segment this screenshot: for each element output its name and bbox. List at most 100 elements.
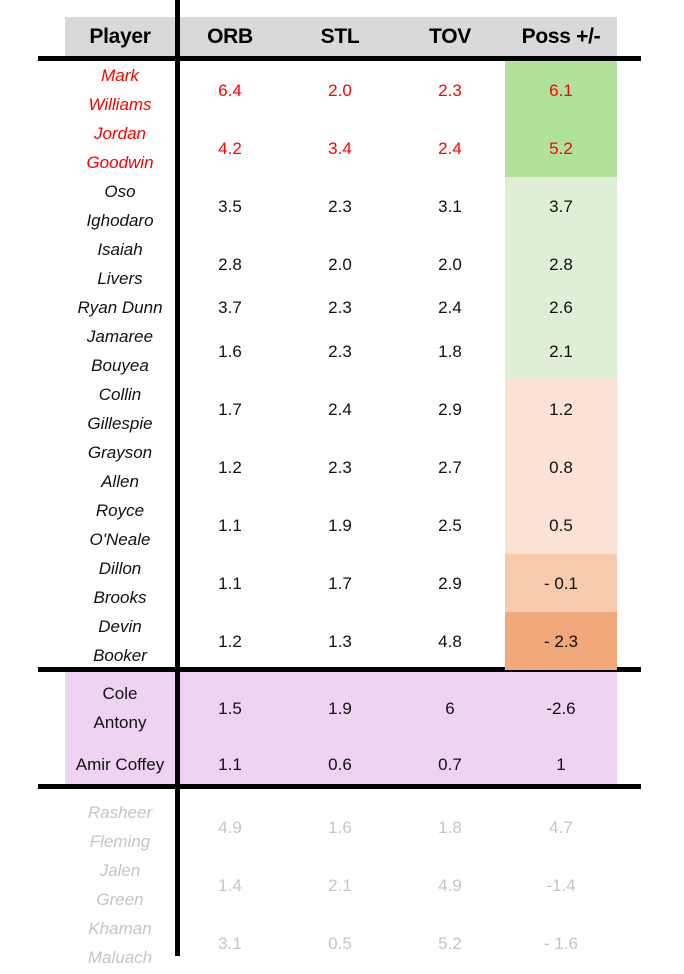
table-row: Grayson Allen 1.2 2.3 2.7 0.8	[65, 438, 617, 496]
table-row: Oso Ighodaro 3.5 2.3 3.1 3.7	[65, 177, 617, 235]
column-header-orb: ORB	[207, 24, 253, 48]
stat-tov: 2.4	[438, 298, 462, 317]
stat-stl: 2.3	[328, 298, 352, 317]
section-spacer	[65, 789, 617, 798]
player-name: Dillon Brooks	[93, 559, 147, 607]
table-row: Cole Antony 1.5 1.9 6 -2.6	[65, 672, 617, 744]
stat-poss: -1.4	[546, 875, 576, 895]
stat-poss: - 1.6	[543, 933, 579, 953]
stat-tov: 2.9	[438, 573, 462, 593]
stat-stl: 1.3	[328, 631, 352, 651]
table-row: Rasheer Fleming 4.9 1.6 1.8 4.7	[65, 798, 617, 856]
player-name: Mark Williams	[88, 66, 152, 114]
stat-tov: 2.5	[438, 515, 462, 535]
header-separator-line	[38, 56, 641, 61]
stat-tov: 4.9	[438, 875, 462, 895]
stat-orb: 6.4	[218, 80, 242, 100]
player-name: Collin Gillespie	[87, 385, 153, 433]
stat-tov: 0.7	[438, 754, 462, 774]
stat-tov: 2.9	[438, 399, 462, 419]
stat-stl: 1.7	[328, 573, 352, 593]
stat-stl: 1.9	[328, 515, 352, 535]
column-divider-line	[175, 0, 180, 956]
stat-orb: 4.9	[218, 817, 242, 837]
stat-orb: 1.6	[218, 341, 242, 361]
stat-tov: 2.4	[438, 138, 462, 158]
stat-stl: 2.1	[328, 875, 352, 895]
stat-stl: 3.4	[328, 138, 352, 158]
stat-tov: 2.3	[438, 80, 462, 100]
table-row: Royce O'Neale 1.1 1.9 2.5 0.5	[65, 496, 617, 554]
column-header-tov: TOV	[429, 24, 471, 48]
table-row: Amir Coffey 1.1 0.6 0.7 1	[65, 744, 617, 784]
stat-tov: 4.8	[438, 631, 462, 651]
table-row: Jamaree Bouyea 1.6 2.3 1.8 2.1	[65, 322, 617, 380]
player-name: Devin Booker	[93, 617, 147, 665]
stat-stl: 0.5	[328, 933, 352, 953]
stat-poss: 4.7	[549, 817, 573, 837]
stat-stl: 2.4	[328, 399, 352, 419]
stat-poss: 3.7	[505, 177, 617, 235]
player-name: Khaman Maluach	[87, 919, 153, 967]
stat-orb: 1.1	[218, 573, 242, 593]
player-name: Royce O'Neale	[89, 501, 151, 549]
table-row: Collin Gillespie 1.7 2.4 2.9 1.2	[65, 380, 617, 438]
stat-poss: 0.8	[505, 438, 617, 496]
table-header-row: Player ORB STL TOV Poss +/-	[65, 17, 617, 56]
player-name: Rasheer Fleming	[87, 803, 153, 851]
stat-tov: 2.7	[438, 457, 462, 477]
player-name: Grayson Allen	[87, 443, 153, 491]
table-row: Ryan Dunn 3.7 2.3 2.4 2.6	[65, 293, 617, 322]
stat-orb: 3.5	[218, 196, 242, 216]
column-header-poss: Poss +/-	[521, 24, 601, 48]
stat-poss: 2.8	[505, 235, 617, 293]
stat-orb: 3.7	[218, 298, 242, 317]
stat-poss: 6.1	[505, 61, 617, 119]
stat-stl: 2.0	[328, 254, 352, 274]
player-name: Isaiah Livers	[97, 240, 143, 288]
player-name: Cole Antony	[93, 684, 147, 732]
table-row: Mark Williams 6.4 2.0 2.3 6.1	[65, 61, 617, 119]
stat-tov: 3.1	[438, 196, 462, 216]
stat-stl: 0.6	[328, 754, 352, 774]
player-name: Jordan Goodwin	[86, 124, 154, 172]
stat-stl: 2.0	[328, 80, 352, 100]
stat-tov: 5.2	[438, 933, 462, 953]
column-header-player: Player	[89, 24, 151, 48]
player-name: Jalen Green	[96, 861, 144, 909]
table-row: Isaiah Livers 2.8 2.0 2.0 2.8	[65, 235, 617, 293]
section-separator-line	[38, 667, 641, 672]
table-row: Khaman Maluach 3.1 0.5 5.2 - 1.6	[65, 914, 617, 972]
stat-stl: 2.3	[328, 196, 352, 216]
stat-orb: 1.2	[218, 631, 242, 651]
stat-orb: 2.8	[218, 254, 242, 274]
stat-orb: 3.1	[218, 933, 242, 953]
player-name: Jamaree Bouyea	[86, 327, 154, 375]
table-body: Mark Williams 6.4 2.0 2.3 6.1 Jordan Goodw…	[38, 61, 641, 972]
stat-orb: 1.5	[218, 698, 242, 718]
stat-poss: 1	[556, 754, 566, 774]
stat-poss: 2.1	[505, 322, 617, 380]
stat-orb: 1.7	[218, 399, 242, 419]
stat-poss: 5.2	[505, 119, 617, 177]
stat-orb: 1.1	[218, 515, 242, 535]
stat-tov: 2.0	[438, 254, 462, 274]
stat-orb: 4.2	[218, 138, 242, 158]
table-row: Dillon Brooks 1.1 1.7 2.9 - 0.1	[65, 554, 617, 612]
stat-stl: 1.6	[328, 817, 352, 837]
player-name: Oso Ighodaro	[86, 182, 154, 230]
stat-poss: - 0.1	[505, 554, 617, 612]
table-row: Jordan Goodwin 4.2 3.4 2.4 5.2	[65, 119, 617, 177]
stat-poss: - 2.3	[505, 612, 617, 670]
stat-tov: 1.8	[438, 817, 462, 837]
column-header-stl: STL	[320, 24, 360, 48]
stat-tov: 6	[445, 698, 455, 718]
stat-poss: 1.2	[505, 380, 617, 438]
stat-stl: 2.3	[328, 341, 352, 361]
table-row: Devin Booker 1.2 1.3 4.8 - 2.3	[65, 612, 617, 670]
section-separator-line	[38, 784, 641, 789]
stat-poss: -2.6	[546, 698, 576, 718]
stat-poss: 2.6	[505, 293, 617, 322]
stat-poss: 0.5	[505, 496, 617, 554]
